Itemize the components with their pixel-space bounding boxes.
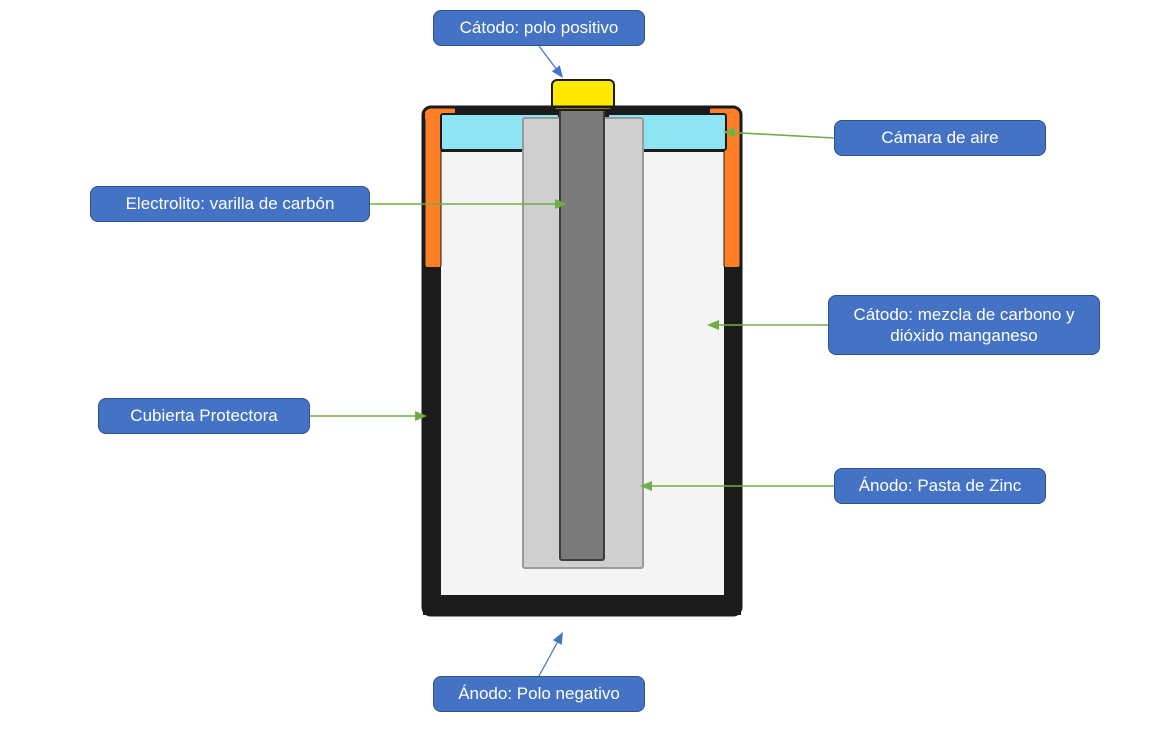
label-electrolyte: Electrolito: varilla de carbón [90, 186, 370, 222]
label-anode-paste: Ánodo: Pasta de Zinc [834, 468, 1046, 504]
label-anode-neg: Ánodo: Polo negativo [433, 676, 645, 712]
label-cover: Cubierta Protectora [98, 398, 310, 434]
label-cathode-mix: Cátodo: mezcla de carbono y dióxido mang… [828, 295, 1100, 355]
label-air-chamber: Cámara de aire [834, 120, 1046, 156]
label-cathode-pos: Cátodo: polo positivo [433, 10, 645, 46]
arrow-layer [0, 0, 1167, 732]
diagram-stage: Cátodo: polo positivo Cámara de aire Ele… [0, 0, 1167, 732]
